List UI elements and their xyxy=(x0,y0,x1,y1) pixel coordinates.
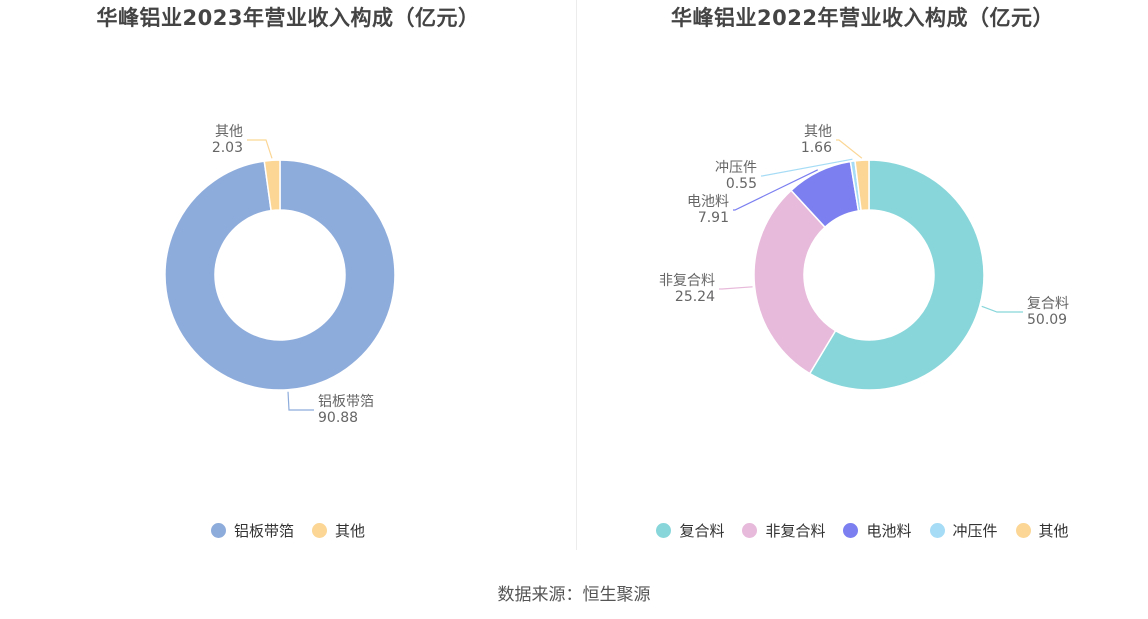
chart-panel-2022: 华峰铝业2022年营业收入构成（亿元） 复合料 50.09 非复合料 25.24 电池料… xyxy=(577,0,1148,550)
slice-label: 复合料 xyxy=(1027,295,1069,312)
chart-legend: 铝板带箔 其他 xyxy=(0,520,576,541)
legend-marker xyxy=(929,523,945,538)
leader-line xyxy=(836,139,863,159)
legend-item[interactable]: 冲压件 xyxy=(929,520,998,541)
legend-item[interactable]: 非复合料 xyxy=(742,520,825,541)
leader-line xyxy=(287,391,314,411)
chart-legend: 复合料 非复合料 电池料 冲压件 其他 xyxy=(577,520,1148,541)
legend-marker xyxy=(656,523,672,538)
pie-slice[interactable] xyxy=(164,159,396,391)
slice-value-label: 7.91 xyxy=(698,210,729,226)
slice-value-label: 2.03 xyxy=(212,140,243,156)
slice-label: 其他 xyxy=(804,124,832,140)
slice-value-label: 90.88 xyxy=(318,410,358,426)
leader-line xyxy=(719,286,753,290)
legend-item[interactable]: 复合料 xyxy=(656,520,724,541)
legend-item[interactable]: 铝板带箔 xyxy=(210,520,294,541)
leader-line xyxy=(761,158,853,177)
panel-divider xyxy=(576,0,577,550)
leader-line xyxy=(733,169,819,211)
legend-marker xyxy=(843,523,859,538)
legend-label: 复合料 xyxy=(679,522,725,540)
chart-panel-2023: 华峰铝业2023年营业收入构成（亿元） 铝板带箔 90.88 其他 2.03 铝板带箔… xyxy=(0,0,576,550)
legend-marker xyxy=(1015,523,1031,538)
slice-value-label: 1.66 xyxy=(801,140,832,156)
pie-slice[interactable] xyxy=(808,159,985,391)
legend-item[interactable]: 电池料 xyxy=(843,520,912,541)
slice-value-label: 0.55 xyxy=(726,176,757,192)
legend-marker xyxy=(210,523,226,538)
slice-label: 其他 xyxy=(215,124,243,140)
legend-label: 电池料 xyxy=(866,522,912,540)
legend-label: 其他 xyxy=(335,522,366,540)
legend-marker xyxy=(742,523,758,538)
slice-label: 冲压件 xyxy=(715,160,757,176)
leader-line xyxy=(247,139,273,159)
slice-label: 非复合料 xyxy=(659,272,715,289)
legend-item[interactable]: 其他 xyxy=(312,520,365,541)
legend-marker xyxy=(312,523,327,538)
leader-line xyxy=(981,305,1023,313)
slice-label: 电池料 xyxy=(687,194,729,210)
slice-label: 铝板带箔 xyxy=(318,394,374,410)
pie-slice[interactable] xyxy=(263,159,281,212)
chart-title: 华峰铝业2022年营业收入构成（亿元） xyxy=(671,6,1054,30)
pie-slice[interactable] xyxy=(854,159,870,212)
legend-label: 其他 xyxy=(1038,522,1069,540)
slice-value-label: 50.09 xyxy=(1027,312,1067,328)
legend-item[interactable]: 其他 xyxy=(1015,520,1069,541)
legend-label: 铝板带箔 xyxy=(233,522,294,540)
data-source-label: 数据来源：恒生聚源 xyxy=(497,585,651,605)
chart-title: 华峰铝业2023年营业收入构成（亿元） xyxy=(96,6,480,30)
slice-value-label: 25.24 xyxy=(675,289,715,305)
legend-label: 非复合料 xyxy=(765,522,826,540)
legend-label: 冲压件 xyxy=(952,522,998,540)
pie-slice[interactable] xyxy=(753,189,837,375)
